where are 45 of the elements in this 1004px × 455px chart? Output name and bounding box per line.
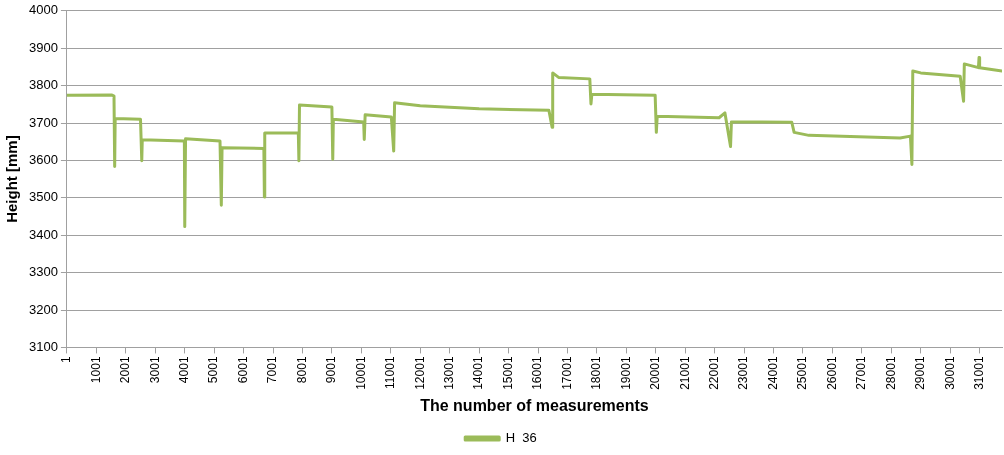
x-tick-label: 17001 [559, 356, 574, 390]
x-tick-label: 10001 [353, 356, 368, 390]
x-tick-label: 22001 [706, 356, 721, 390]
x-tick-label: 1001 [88, 356, 103, 384]
x-tick-label: 25001 [795, 356, 810, 390]
x-tick-label: 29001 [913, 356, 928, 390]
x-tick-label: 19001 [618, 356, 633, 390]
y-tick-label: 3400 [29, 226, 58, 242]
x-tick-label: 23001 [736, 356, 751, 390]
y-tick-label: 3100 [29, 339, 58, 355]
x-tick-label: 13001 [441, 356, 456, 390]
x-tick-label: 18001 [589, 356, 604, 390]
y-tick-label: 3700 [29, 114, 58, 130]
x-tick-label: 12001 [412, 356, 427, 390]
x-tick-label: 28001 [883, 356, 898, 390]
y-tick-label: 3300 [29, 264, 58, 280]
x-tick-label: 31001 [971, 356, 986, 390]
x-tick-label: 21001 [677, 356, 692, 390]
y-tick-label: 4000 [29, 2, 58, 18]
x-tick-label: 4001 [177, 356, 191, 384]
x-tick-label: 14001 [471, 356, 486, 390]
x-tick-label: 16001 [530, 356, 545, 390]
y-tick-label: 3900 [29, 39, 58, 55]
x-tick-label: 8001 [294, 356, 309, 384]
x-tick-label: 9001 [324, 356, 339, 384]
x-tick-label: 1 [59, 356, 74, 364]
x-tick-label: 2001 [118, 356, 133, 384]
x-tick-label: 6001 [235, 356, 250, 384]
x-tick-label: 15001 [500, 356, 515, 390]
x-tick-label: 3001 [147, 356, 162, 384]
x-axis-title: The number of measurements [420, 396, 649, 414]
y-tick-label: 3600 [29, 151, 58, 167]
x-tick-label: 30001 [942, 356, 957, 390]
x-tick-label: 5001 [206, 356, 221, 384]
x-tick-label: 24001 [765, 356, 780, 390]
y-axis-title: Height [mm] [3, 135, 21, 223]
x-tick-label: 26001 [824, 356, 839, 390]
x-tick-label: 27001 [854, 356, 869, 390]
y-tick-label: 3800 [29, 77, 58, 93]
legend-label: H 36 [505, 430, 537, 446]
y-tick-label: 3500 [29, 189, 58, 205]
x-tick-label: 11001 [383, 356, 398, 389]
y-tick-label: 3200 [29, 301, 58, 317]
x-tick-label: 20001 [648, 356, 663, 390]
x-tick-label: 7001 [265, 356, 280, 384]
